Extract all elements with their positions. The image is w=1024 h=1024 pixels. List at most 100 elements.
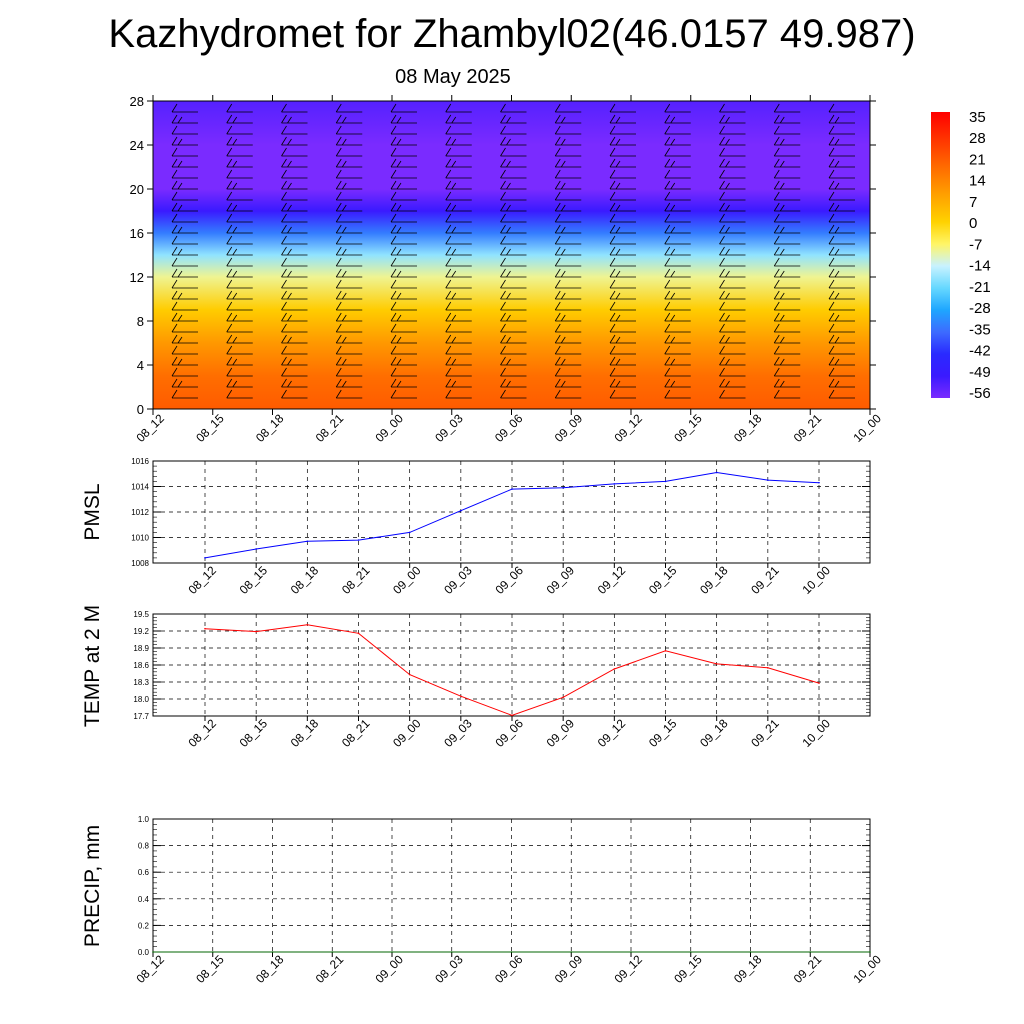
wind-barb-flag [390,191,397,201]
wind-barb-flag [719,224,725,234]
wind-barb-flag [609,323,616,333]
wind-barb-flag [335,312,342,322]
wind-barb-flag [773,224,780,234]
data-point [152,951,154,953]
wind-barb-flag [500,334,506,344]
y-tick-label: 18.6 [133,661,149,670]
wind-barb-flag [281,279,287,289]
wind-barb-flag [226,224,233,234]
wind-barb-flag [177,292,183,300]
x-tick-label: 09_18 [697,563,731,597]
wind-barb-flag [506,248,511,256]
wind-barb-flag [281,345,287,355]
wind-barb-flag [828,301,835,311]
wind-barb-flag [670,226,676,234]
wind-barb-flag [226,312,233,322]
x-tick-label: 09_03 [441,563,475,597]
wind-barb-flag [287,160,292,168]
wind-barb-flag [177,204,183,212]
data-point [460,509,462,512]
wind-barb-flag [451,292,457,300]
x-tick-label: 09_06 [492,563,526,597]
wind-barb-flag [779,116,785,124]
wind-barb-flag [500,345,506,355]
data-point [450,951,453,953]
colorbar [931,112,950,398]
wind-barb-flag [390,158,397,168]
wind-barb-flag [335,301,342,311]
wind-barb-flag [226,114,233,124]
data-point [510,951,513,953]
wind-barb-flag [554,356,561,366]
wind-barb-flag [226,180,233,190]
wind-barb-flag [828,191,835,201]
wind-barb-flag [506,160,511,168]
wind-barb-flag [779,336,785,344]
wind-barb-flag [226,103,233,113]
wind-barb-flag [615,182,621,190]
wind-barb-flag [335,213,342,223]
wind-barb-flag [171,312,178,322]
wind-barb-flag [506,204,511,212]
data-point [562,486,564,489]
wind-barb-flag [335,279,342,289]
wind-barb-flag [670,380,676,388]
wind-barb-flag [335,147,342,157]
data-point [460,695,462,697]
wind-barb-flag [670,182,676,190]
wind-barb-flag [664,125,671,135]
wind-barb-flag [171,257,178,267]
colorbar-label: 14 [969,173,986,190]
data-point [357,632,360,635]
data-point [749,951,752,953]
wind-barb-flag [232,138,238,146]
wind-barb-flag [664,213,671,223]
data-point [511,714,513,717]
y-tick-label: 16 [130,226,144,241]
wind-barb-flag [664,136,671,146]
page-subtitle: 08 May 2025 [395,66,511,88]
wind-barb-flag [719,158,725,168]
wind-barb-flag [390,257,397,267]
wind-barb-flag [773,323,780,333]
wind-barb-flag [664,235,671,245]
wind-barb-flag [500,191,506,201]
wind-barb-flag [725,292,730,300]
wind-barb-flag [725,226,730,234]
wind-barb-flag [281,202,287,212]
wind-barb-flag [171,268,178,278]
wind-barb-flag [560,292,566,300]
wind-barb-flag [287,204,292,212]
y-tick-label: 1.0 [138,815,150,824]
wind-barb-flag [390,213,397,223]
wind-barb-flag [609,389,616,399]
wind-barb-flag [664,279,671,289]
wind-barb-flag [232,270,238,278]
wind-barb-flag [779,292,785,300]
wind-barb-flag [560,182,566,190]
colorbar-label: -21 [969,279,991,296]
wind-barb-flag [445,301,452,311]
wind-barb-flag [500,301,506,311]
wind-barb-flag [226,169,233,179]
colorbar-label: 7 [969,194,977,211]
wind-barb-flag [396,160,402,168]
wind-barb-flag [500,158,506,168]
wind-barb-flag [281,103,287,113]
wind-barb-flag [226,279,233,289]
wind-barb-flag [664,257,671,267]
wind-barb-flag [506,182,511,190]
wind-barb-flag [232,292,238,300]
wind-barb-flag [226,323,233,333]
wind-barb-flag [171,235,178,245]
x-tick-label: 09_09 [544,716,578,750]
wind-barb-flag [834,336,840,344]
wind-barb-flag [773,279,780,289]
wind-barb-flag [725,380,730,388]
wind-barb-flag [445,356,452,366]
wind-barb-flag [226,125,233,135]
wind-barb-flag [445,378,452,388]
data-point [408,673,411,676]
wind-barb-flag [335,257,342,267]
y-tick-label: 24 [130,138,144,153]
